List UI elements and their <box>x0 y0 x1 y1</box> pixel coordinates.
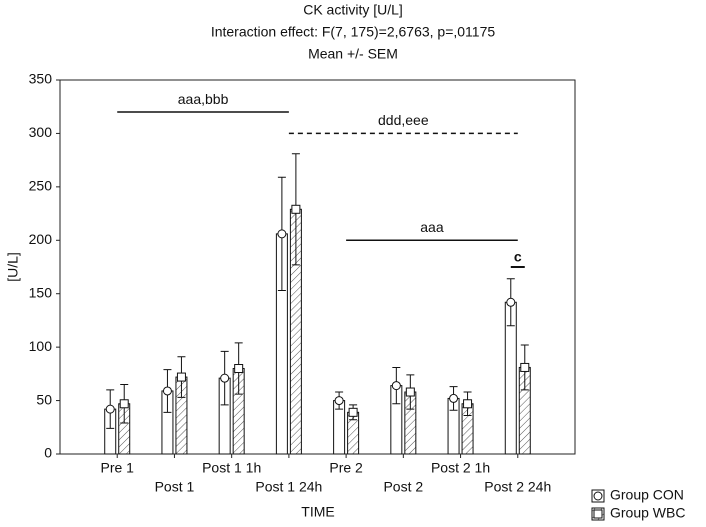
legend-label: Group CON <box>610 487 684 503</box>
marker <box>234 364 244 374</box>
y-tick-label: 300 <box>29 124 53 140</box>
marker <box>277 229 287 239</box>
annotation: aaa <box>420 219 444 235</box>
x-tick-label: Post 1 24h <box>255 479 322 495</box>
chart-subtitle: Interaction effect: F(7, 175)=2,6763, p=… <box>211 24 496 40</box>
chart-title: CK activity [U/L] <box>303 2 403 18</box>
annotation: c <box>514 249 522 265</box>
marker <box>105 404 115 414</box>
marker <box>520 362 530 372</box>
x-tick-label: Pre 2 <box>329 460 363 476</box>
marker <box>162 386 172 396</box>
marker <box>220 373 230 383</box>
marker <box>176 372 186 382</box>
marker <box>348 407 358 417</box>
y-axis-label: [U/L] <box>5 252 21 282</box>
marker <box>119 399 129 409</box>
annotation: aaa,bbb <box>178 91 229 107</box>
marker <box>391 381 401 391</box>
legend-marker <box>593 509 603 519</box>
x-tick-label: Post 2 <box>383 479 423 495</box>
marker <box>291 204 301 214</box>
y-tick-label: 200 <box>29 231 53 247</box>
plot-frame <box>59 79 576 455</box>
y-tick-label: 150 <box>29 284 53 300</box>
y-tick-label: 100 <box>29 338 53 354</box>
y-tick-label: 50 <box>36 391 52 407</box>
x-tick-label: Post 1 1h <box>202 460 261 476</box>
legend-label: Group WBC <box>610 505 685 521</box>
marker <box>449 393 459 403</box>
legend-marker <box>593 491 603 501</box>
x-tick-label: Post 1 <box>155 479 195 495</box>
marker <box>405 387 415 397</box>
x-tick-label: Post 2 1h <box>431 460 490 476</box>
marker <box>334 396 344 406</box>
y-tick-label: 350 <box>29 71 53 87</box>
y-tick-label: 0 <box>44 445 52 461</box>
x-axis-label: TIME <box>301 504 334 520</box>
annotation: ddd,eee <box>378 112 429 128</box>
y-tick-label: 250 <box>29 178 53 194</box>
marker <box>506 297 516 307</box>
chart-subtitle: Mean +/- SEM <box>308 46 398 62</box>
x-tick-label: Pre 1 <box>100 460 134 476</box>
marker <box>463 399 473 409</box>
x-tick-label: Post 2 24h <box>484 479 551 495</box>
